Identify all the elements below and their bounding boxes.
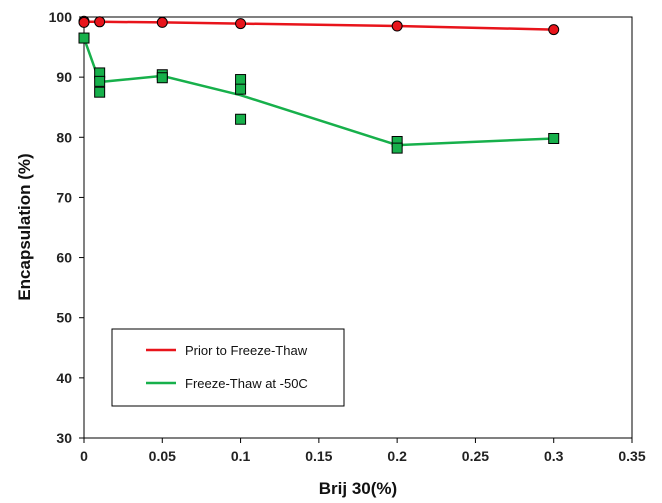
y-tick-label: 100 [49,9,73,25]
series-0 [78,15,560,36]
data-point [235,113,247,125]
x-tick-label: 0.05 [149,448,176,464]
data-point [94,16,106,28]
legend-box [111,328,345,407]
y-axis-ticks: 30 40 50 60 70 80 90 100 [49,9,84,446]
data-point [78,32,90,44]
series-1 [78,32,560,154]
y-tick-label: 30 [56,430,72,446]
data-point [391,20,403,32]
data-point [235,18,247,30]
data-point [94,86,106,98]
data-point [78,16,90,28]
y-tick-label: 90 [56,69,72,85]
x-tick-label: 0.1 [231,448,251,464]
legend-label-freeze: Freeze-Thaw at -50C [185,376,308,391]
x-axis-ticks: 0 0.05 0.1 0.15 0.2 0.25 0.3 0.35 [80,438,646,464]
y-tick-label: 70 [56,189,72,205]
series-layer [78,15,560,154]
y-axis-title: Encapsulation (%) [15,153,34,300]
x-tick-label: 0.3 [544,448,564,464]
data-point [156,72,168,84]
data-point [156,16,168,28]
data-point [235,74,247,86]
x-tick-label: 0.25 [462,448,489,464]
y-tick-label: 50 [56,310,72,326]
x-axis-title: Brij 30(%) [319,479,397,498]
x-tick-label: 0.2 [387,448,407,464]
data-point [94,75,106,87]
x-tick-label: 0 [80,448,88,464]
data-point [391,142,403,154]
data-point [548,132,560,144]
x-tick-label: 0.35 [618,448,645,464]
data-point [235,83,247,95]
legend: Prior to Freeze-Thaw Freeze-Thaw at -50C [111,328,345,407]
y-tick-label: 80 [56,129,72,145]
legend-label-prior: Prior to Freeze-Thaw [185,343,308,358]
y-tick-label: 40 [56,370,72,386]
y-tick-label: 60 [56,250,72,266]
data-point [548,24,560,36]
x-tick-label: 0.15 [305,448,332,464]
